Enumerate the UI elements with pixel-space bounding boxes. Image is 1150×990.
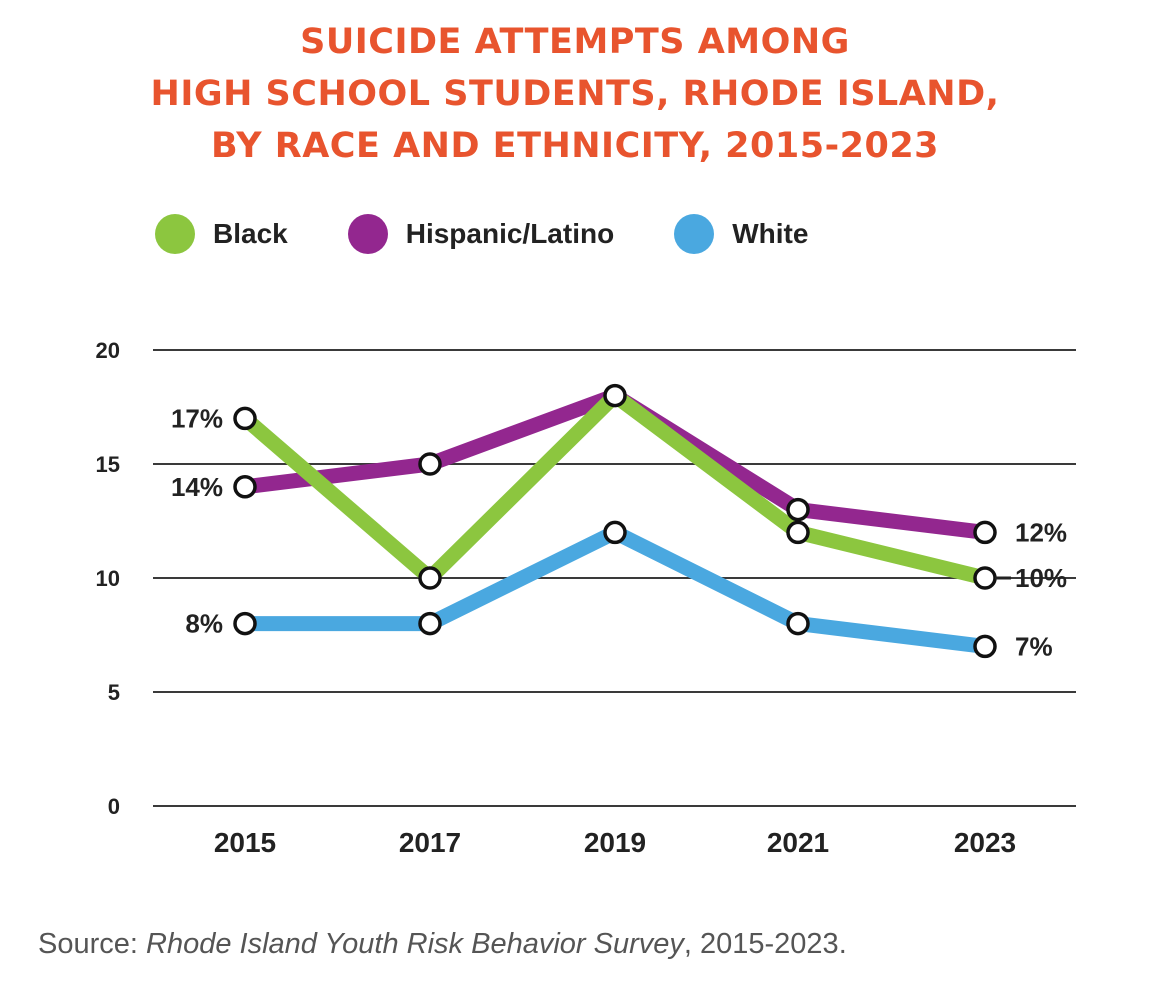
chart-title: SUICIDE ATTEMPTS AMONG HIGH SCHOOL STUDE… <box>0 16 1150 172</box>
legend-item-black: Black <box>155 214 288 254</box>
data-point-hispanic-latino <box>973 520 997 545</box>
data-point-black <box>233 406 257 431</box>
grid-lines <box>153 349 1076 807</box>
data-label-black: 17% <box>171 403 223 433</box>
source-suffix: , 2015-2023. <box>683 928 847 960</box>
title-line-3: BY RACE AND ETHNICITY, 2015-2023 <box>210 126 940 166</box>
title-line-2: HIGH SCHOOL STUDENTS, RHODE ISLAND, <box>150 74 1000 114</box>
data-point-white <box>973 634 997 659</box>
y-tick-label: 0 <box>108 794 120 819</box>
legend-item-hispanic-latino: Hispanic/Latino <box>347 214 615 254</box>
data-label-white: 8% <box>185 609 223 639</box>
data-label-hispanic-latino: 14% <box>171 472 223 502</box>
data-point-black <box>603 383 627 408</box>
source-prefix: Source: <box>38 928 146 960</box>
x-tick-label: 2023 <box>954 827 1016 858</box>
data-point-hispanic-latino <box>233 475 257 499</box>
source-title: Rhode Island Youth Risk Behavior Survey <box>146 928 684 960</box>
line-chart: 17% 10% 14% 12% 8% 7% 0 5 10 15 20 2015 2017 2019 202… <box>96 338 1076 858</box>
y-tick-label: 20 <box>96 338 120 363</box>
data-point-white <box>603 520 627 545</box>
legend: Black Hispanic/Latino White <box>155 212 868 256</box>
data-label-white: 7% <box>1015 631 1053 661</box>
x-tick-label: 2019 <box>584 827 646 858</box>
data-point-white <box>418 611 442 636</box>
data-point-black <box>973 566 997 590</box>
y-tick-label: 15 <box>96 452 120 477</box>
axis-ticks: 0 5 10 15 20 2015 2017 2019 2021 2023 <box>96 338 1017 858</box>
legend-label-hispanic-latino: Hispanic/Latino <box>405 218 615 249</box>
data-point-hispanic-latino <box>786 497 810 522</box>
legend-swatch-hispanic-latino <box>347 214 388 254</box>
source-note: Source: Rhode Island Youth Risk Behavior… <box>38 928 847 961</box>
y-tick-label: 10 <box>96 566 120 591</box>
legend-swatch-white <box>674 214 715 254</box>
data-labels: 17% 10% 14% 12% 8% 7% <box>171 403 1067 661</box>
title-line-1: SUICIDE ATTEMPTS AMONG <box>300 22 850 62</box>
data-label-black: 10% <box>1015 563 1067 593</box>
data-markers <box>233 383 997 659</box>
x-tick-label: 2021 <box>767 827 829 858</box>
legend-label-white: White <box>732 218 809 249</box>
data-point-white <box>786 611 810 636</box>
legend-item-white: White <box>674 214 808 254</box>
series-line-black <box>237 388 993 586</box>
data-label-hispanic-latino: 12% <box>1015 517 1067 547</box>
data-point-hispanic-latino <box>418 452 442 476</box>
x-tick-label: 2017 <box>399 827 461 858</box>
data-point-black <box>786 520 810 545</box>
data-point-black <box>418 566 442 590</box>
legend-label-black: Black <box>213 218 288 249</box>
x-tick-label: 2015 <box>214 827 276 858</box>
data-point-white <box>233 611 257 636</box>
legend-swatch-black <box>155 214 195 254</box>
y-tick-label: 5 <box>108 680 120 705</box>
